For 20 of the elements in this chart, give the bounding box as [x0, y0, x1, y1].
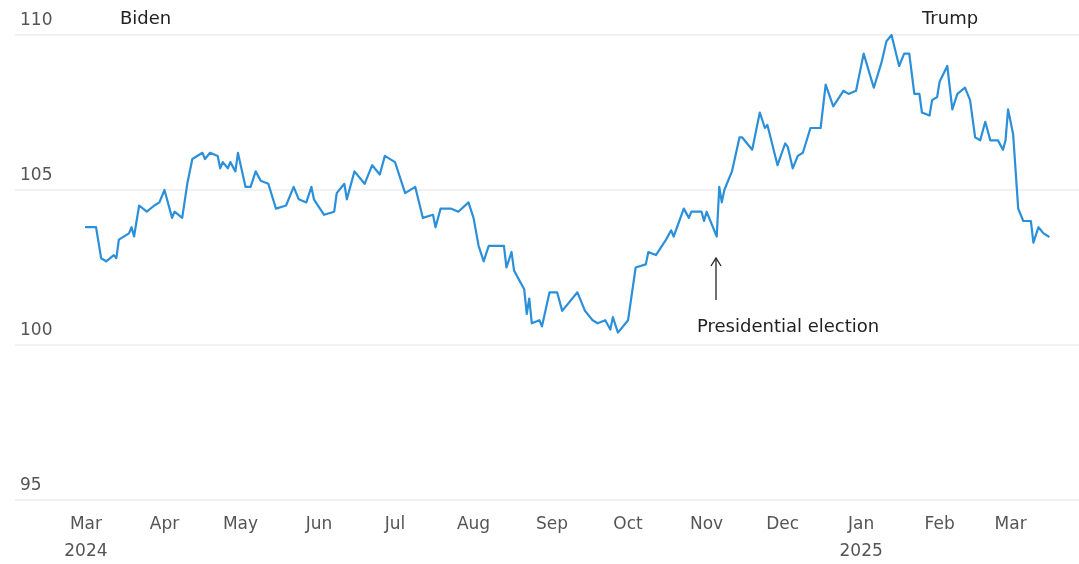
x-tick-label: Sep — [536, 513, 569, 533]
y-tick-label: 110 — [20, 9, 53, 29]
x-tick-label: May — [222, 513, 259, 533]
y-tick-label: 100 — [20, 319, 53, 339]
x-tick-label: Apr — [149, 513, 180, 533]
x-tick-label: Jun — [304, 513, 333, 533]
x-tick-label: Nov — [690, 513, 724, 533]
text: Trump — [921, 7, 979, 28]
x-tick-label: Jul — [383, 513, 406, 533]
y-tick-label: 95 — [20, 474, 42, 494]
x-tick-label: Jan 2025 — [839, 513, 883, 560]
x-tick-label: Dec — [766, 513, 800, 533]
x-tick-label: Mar — [994, 513, 1027, 533]
x-tick-label: Mar 2024 — [64, 513, 108, 560]
annotation: Presidential election — [697, 315, 880, 336]
x-tick-label: Feb — [924, 513, 955, 533]
x-tick-label: Oct — [613, 513, 644, 533]
x-tick-label: Aug — [456, 513, 491, 533]
text: Biden — [120, 7, 172, 28]
y-tick-label: 105 — [20, 164, 53, 184]
